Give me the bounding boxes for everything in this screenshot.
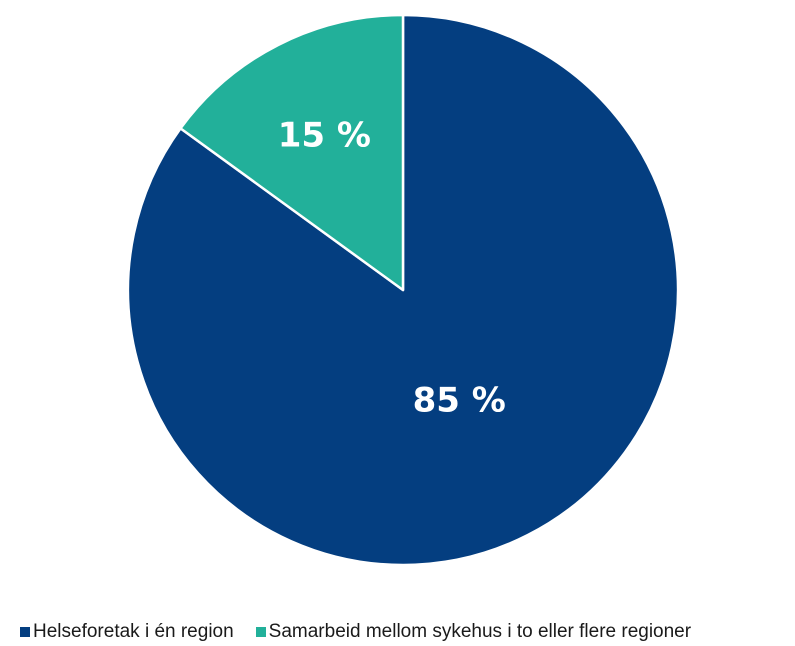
- legend-swatch-helseforetak: [20, 627, 30, 637]
- legend-label-helseforetak: Helseforetak i én region: [33, 621, 234, 642]
- legend-swatch-samarbeid: [255, 627, 266, 637]
- legend-item-helseforetak: Helseforetak i én region: [20, 621, 234, 643]
- legend-item-samarbeid: Samarbeid mellom sykehus i to eller fler…: [255, 621, 692, 643]
- slice-label-helseforetak: 85 %: [413, 380, 506, 420]
- pie-slice-samarbeid: [179, 13, 405, 292]
- legend: Helseforetak i én region Samarbeid mello…: [20, 620, 691, 644]
- pie-chart: 85 % 15 %: [126, 13, 680, 567]
- slice-label-samarbeid: 15 %: [278, 116, 371, 156]
- legend-label-samarbeid: Samarbeid mellom sykehus i to eller fler…: [268, 621, 692, 642]
